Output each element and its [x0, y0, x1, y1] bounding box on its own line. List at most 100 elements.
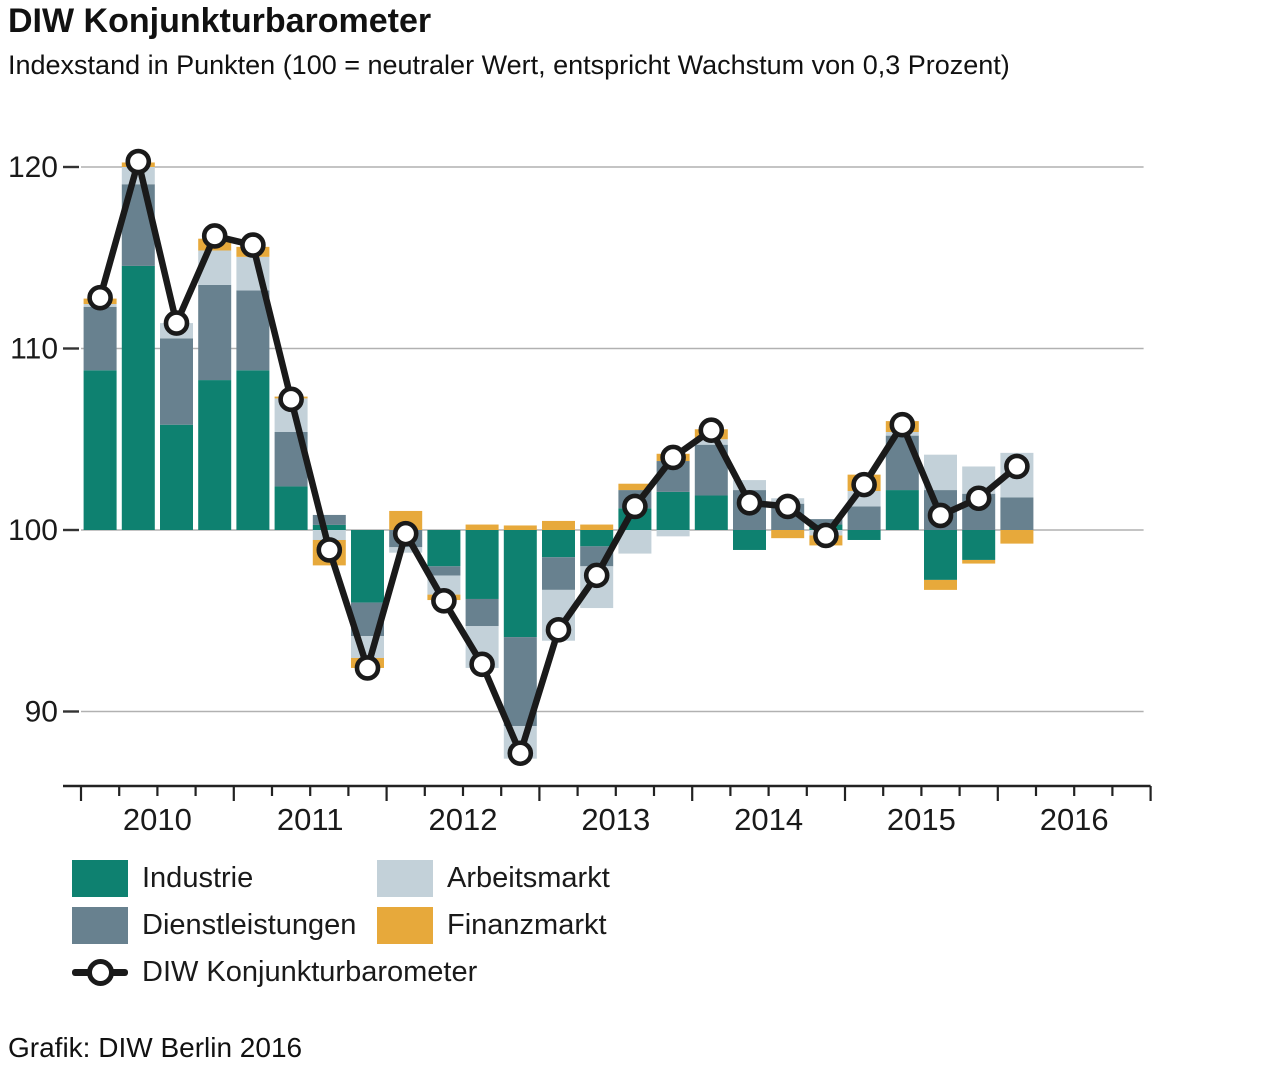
legend-item-dienstleistungen: Dienstleistungen	[72, 907, 377, 944]
bar-segment-finanzmarkt-2013-Q2	[580, 524, 614, 530]
y-axis-label-100: 100	[8, 514, 58, 547]
bar-segment-arbeitsmarkt-2013-Q3	[618, 530, 652, 554]
trend-marker-2011-Q3	[316, 537, 343, 563]
bar-segment-dienstleistungen-2011-Q3	[312, 514, 346, 525]
trend-marker-2013-Q4	[660, 444, 686, 471]
trend-marker-2015-Q3	[927, 502, 954, 529]
bar-segment-finanzmarkt-2012-Q4	[503, 525, 537, 530]
bar-segment-industrie-2011-Q1	[236, 370, 270, 530]
bar-segment-finanzmarkt-2016-Q1	[1000, 530, 1034, 544]
trend-marker-2011-Q2	[278, 386, 304, 413]
legend-row-3: DIW Konjunkturbarometer	[72, 954, 852, 991]
bar-segment-dienstleistungen-2016-Q1	[1000, 497, 1034, 530]
trend-marker-2011-Q1	[240, 232, 266, 258]
bar-segment-dienstleistungen-2010-Q3	[160, 338, 193, 425]
bar-segment-arbeitsmarkt-2014-Q2	[733, 480, 766, 491]
trend-marker-2013-Q1	[545, 617, 572, 643]
trend-marker-2012-Q4	[507, 740, 534, 767]
bar-segment-arbeitsmarkt-2011-Q3	[312, 530, 346, 540]
barometer-chart-canvas: 120 110 100 90 2010 2011 2012 2013 2014 2015 2016	[8, 148, 1152, 837]
trend-marker-2010-Q3	[163, 310, 190, 336]
x-axis-label-2012: 2012	[429, 802, 498, 837]
trend-marker-2012-Q1	[392, 520, 419, 547]
bar-segment-finanzmarkt-2012-Q3	[465, 524, 499, 530]
bar-segment-dienstleistungen-2012-Q3	[465, 598, 499, 627]
trend-marker-2014-Q4	[813, 522, 839, 549]
trend-marker-2010-Q4	[201, 223, 228, 249]
legend-item-arbeitsmarkt: Arbeitsmarkt	[377, 860, 682, 897]
trend-marker-2014-Q2	[736, 489, 763, 516]
chart-legend: Industrie Arbeitsmarkt Dienstleistungen …	[72, 860, 852, 1001]
y-axis-label-120: 120	[8, 151, 58, 184]
bar-segment-dienstleistungen-2010-Q1	[83, 306, 117, 371]
bar-segment-industrie-2011-Q4	[351, 530, 384, 603]
line-marker-sample-icon	[72, 954, 128, 991]
legend-label-finanzmarkt: Finanzmarkt	[447, 909, 607, 941]
bar-segment-industrie-2010-Q3	[160, 424, 193, 530]
trend-marker-2012-Q3	[469, 651, 495, 678]
bar-segment-industrie-2010-Q2	[121, 265, 155, 530]
legend-label-dienstleistungen: Dienstleistungen	[142, 909, 357, 941]
bar-segment-industrie-2010-Q1	[83, 370, 117, 530]
trend-marker-2011-Q4	[354, 655, 381, 681]
bar-segment-finanzmarkt-2014-Q3	[771, 530, 805, 539]
chart-credit: Grafik: DIW Berlin 2016	[8, 1032, 303, 1063]
chart-subtitle: Indexstand in Punkten (100 = neutraler W…	[8, 50, 1010, 80]
bar-segment-finanzmarkt-2015-Q3	[924, 579, 957, 590]
legend-row-2: Dienstleistungen Finanzmarkt	[72, 907, 852, 944]
bar-segment-industrie-2015-Q3	[924, 530, 957, 580]
bar-segment-industrie-2013-Q1	[542, 530, 575, 558]
bar-segment-industrie-2015-Q2	[885, 490, 919, 530]
bar-segment-industrie-2011-Q2	[274, 486, 308, 530]
x-axis-label-2014: 2014	[734, 802, 803, 837]
trend-marker-2013-Q3	[622, 493, 648, 520]
legend-swatch-dienstleistungen	[72, 907, 128, 944]
bar-segment-industrie-2012-Q2	[427, 530, 461, 567]
bar-segment-industrie-2011-Q3	[312, 524, 346, 530]
legend-label-arbeitsmarkt: Arbeitsmarkt	[447, 862, 610, 894]
trend-marker-2015-Q4	[965, 485, 992, 512]
legend-label-industrie: Industrie	[142, 862, 254, 894]
legend-item-industrie: Industrie	[72, 860, 377, 897]
y-axis-label-110: 110	[10, 333, 58, 366]
bar-segment-dienstleistungen-2015-Q1	[847, 506, 881, 530]
bar-segment-dienstleistungen-2010-Q4	[198, 284, 232, 381]
x-axis-label-2015: 2015	[887, 802, 956, 837]
bar-segment-industrie-2013-Q4	[656, 491, 690, 530]
bar-segment-dienstleistungen-2012-Q2	[427, 566, 461, 576]
legend-item-finanzmarkt: Finanzmarkt	[377, 907, 682, 944]
bar-segment-arbeitsmarkt-2012-Q1	[389, 547, 423, 553]
bar-segment-finanzmarkt-2015-Q4	[962, 559, 996, 564]
bar-segment-industrie-2012-Q3	[465, 530, 499, 599]
x-axis-label-2016: 2016	[1040, 802, 1109, 837]
legend-swatch-industrie	[72, 860, 128, 897]
chart-title: DIW Konjunkturbarometer	[8, 2, 432, 40]
trend-marker-2015-Q2	[889, 411, 916, 438]
bar-segment-industrie-2013-Q2	[580, 530, 614, 547]
trend-marker-2016-Q1	[1004, 453, 1030, 480]
x-axis-label-2013: 2013	[581, 802, 650, 837]
legend-item-barometer-line: DIW Konjunkturbarometer	[72, 954, 532, 991]
bar-segment-dienstleistungen-2013-Q1	[542, 557, 575, 590]
bar-segment-industrie-2014-Q2	[733, 530, 766, 550]
bar-segment-industrie-2012-Q4	[503, 530, 537, 638]
legend-swatch-finanzmarkt	[377, 907, 433, 944]
trend-marker-2010-Q1	[87, 284, 113, 311]
trend-marker-2014-Q3	[774, 493, 801, 520]
bar-segment-dienstleistungen-2011-Q1	[236, 290, 270, 371]
y-axis-label-90: 90	[25, 696, 58, 729]
trend-marker-2010-Q2	[125, 148, 152, 175]
legend-label-barometer-line: DIW Konjunkturbarometer	[142, 956, 478, 988]
bar-segment-finanzmarkt-2013-Q3	[618, 483, 652, 491]
bar-segment-arbeitsmarkt-2013-Q4	[656, 530, 690, 537]
legend-row-1: Industrie Arbeitsmarkt	[72, 860, 852, 897]
bar-segment-industrie-2015-Q1	[847, 530, 881, 540]
trend-marker-2015-Q1	[851, 471, 877, 498]
bar-segment-industrie-2010-Q4	[198, 380, 232, 530]
legend-swatch-arbeitsmarkt	[377, 860, 433, 897]
line-sample-marker	[87, 959, 114, 986]
bar-segment-industrie-2014-Q1	[694, 495, 728, 530]
x-axis-label-2010: 2010	[123, 802, 192, 837]
trend-marker-2012-Q2	[431, 587, 457, 614]
